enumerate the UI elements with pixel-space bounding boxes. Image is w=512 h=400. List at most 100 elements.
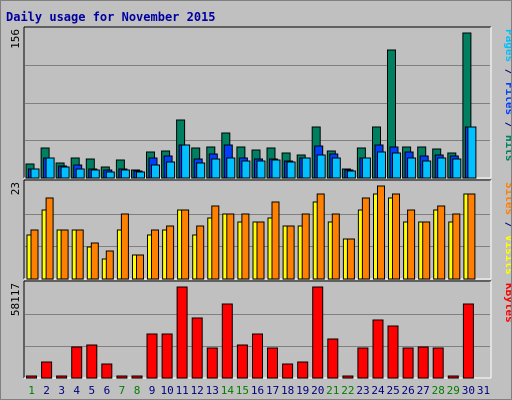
bar-pages-day-11: [181, 144, 191, 179]
x-tick-label: 27: [417, 384, 430, 397]
x-tick-label: 1: [28, 384, 35, 397]
x-tick-label: 9: [149, 384, 156, 397]
bar-kbytes-day-18: [282, 363, 294, 379]
bar-kbytes-day-15: [236, 344, 248, 379]
bar-sites-day-17: [271, 201, 280, 280]
bar-kbytes-day-4: [71, 346, 83, 379]
bar-pages-day-28: [437, 157, 447, 179]
bar-sites-day-28: [437, 205, 446, 280]
bar-sites-day-7: [120, 213, 129, 280]
x-tick-label: 17: [266, 384, 279, 397]
series-legend-label: Sites / Visits: [503, 182, 511, 275]
bar-kbytes-day-7: [116, 375, 128, 379]
x-tick-label: 28: [432, 384, 445, 397]
bar-kbytes-day-22: [342, 375, 354, 379]
scale-label: 23: [9, 182, 22, 195]
legend-part: /: [503, 215, 511, 235]
bar-pages-day-17: [271, 159, 281, 179]
bar-kbytes-day-21: [327, 338, 339, 379]
bar-kbytes-day-29: [447, 375, 459, 379]
x-tick-label: 31: [477, 384, 490, 397]
bar-sites-day-15: [241, 213, 250, 280]
x-tick-label: 12: [191, 384, 204, 397]
bar-sites-day-14: [226, 213, 235, 280]
bar-kbytes-day-3: [56, 375, 68, 379]
bar-kbytes-day-17: [267, 347, 278, 379]
x-tick-label: 18: [281, 384, 294, 397]
bar-pages-day-13: [211, 158, 221, 179]
bar-kbytes-day-6: [101, 363, 113, 379]
bar-sites-day-26: [407, 209, 416, 280]
series-legend-label: KBytes: [503, 283, 511, 323]
scale-label: 156: [9, 29, 22, 49]
bar-sites-day-27: [422, 221, 431, 280]
x-tick-label: 16: [251, 384, 264, 397]
legend-part: Hits: [503, 135, 511, 162]
bar-kbytes-day-26: [402, 347, 414, 379]
bar-sites-day-5: [90, 242, 99, 280]
panel-kbytes: 58117 KBytes: [9, 280, 511, 379]
bar-sites-day-24: [377, 185, 385, 280]
bar-pages-day-30: [467, 126, 477, 179]
legend-part: /: [503, 115, 511, 135]
bar-pages-day-25: [392, 152, 401, 179]
legend-part: Sites: [503, 182, 511, 215]
bar-sites-day-13: [211, 205, 220, 280]
bar-sites-day-12: [196, 225, 205, 280]
x-tick-label: 5: [88, 384, 95, 397]
bar-pages-day-26: [407, 157, 417, 179]
bar-pages-day-27: [422, 160, 432, 179]
bar-pages-day-29: [452, 158, 462, 179]
bar-pages-day-6: [105, 171, 115, 179]
bar-kbytes-day-2: [41, 361, 53, 379]
bar-sites-day-4: [75, 229, 84, 280]
bar-kbytes-day-13: [206, 347, 218, 379]
bar-pages-day-8: [136, 171, 145, 179]
bar-pages-day-21: [331, 157, 341, 179]
bar-kbytes-day-8: [131, 375, 143, 379]
bar-pages-day-23: [361, 157, 371, 179]
bar-sites-day-29: [452, 213, 461, 280]
series-legend-label: Pages / Files / Hits: [503, 29, 511, 162]
bar-sites-day-11: [181, 209, 190, 280]
panel-visits_sites: 23 Sites / Visits: [9, 179, 511, 280]
x-tick-label: 19: [296, 384, 309, 397]
bar-kbytes-day-11: [176, 286, 188, 379]
bar-sites-day-21: [331, 213, 340, 280]
bar-pages-day-22: [346, 170, 356, 179]
x-tick-label: 3: [58, 384, 65, 397]
x-tick-label: 22: [341, 384, 354, 397]
bar-kbytes-day-27: [417, 346, 429, 379]
bar-sites-day-22: [346, 238, 355, 280]
x-tick-label: 29: [447, 384, 460, 397]
x-tick-label: 21: [326, 384, 339, 397]
bar-pages-day-7: [120, 169, 130, 179]
bar-sites-day-8: [136, 254, 144, 280]
legend-part: Pages: [503, 29, 511, 62]
x-tick-label: 24: [371, 384, 385, 397]
bar-sites-day-18: [286, 225, 295, 280]
x-tick-label: 4: [73, 384, 80, 397]
bar-sites-day-20: [316, 193, 325, 280]
bar-sites-day-3: [60, 229, 69, 280]
legend-part: Files: [503, 82, 511, 115]
x-tick-label: 6: [104, 384, 111, 397]
bar-pages-day-9: [151, 164, 160, 179]
bar-kbytes-day-1: [26, 375, 37, 379]
chart-title: Daily usage for November 2015: [6, 10, 216, 24]
bar-pages-day-20: [316, 154, 326, 179]
bar-pages-day-10: [166, 161, 176, 179]
bar-sites-day-10: [166, 225, 175, 280]
bar-pages-day-1: [30, 168, 40, 179]
bar-kbytes-day-5: [86, 344, 98, 379]
bar-kbytes-day-25: [387, 325, 399, 379]
bar-pages-day-15: [241, 160, 251, 179]
bar-sites-day-30: [467, 193, 476, 280]
bar-pages-day-3: [60, 166, 70, 179]
bar-pages-day-5: [90, 169, 100, 179]
bar-sites-day-9: [151, 229, 159, 280]
x-tick-label: 10: [160, 384, 173, 397]
chart-panels: 156 Pages / Files / Hits 23 Sites / Visits 5…: [9, 26, 511, 379]
